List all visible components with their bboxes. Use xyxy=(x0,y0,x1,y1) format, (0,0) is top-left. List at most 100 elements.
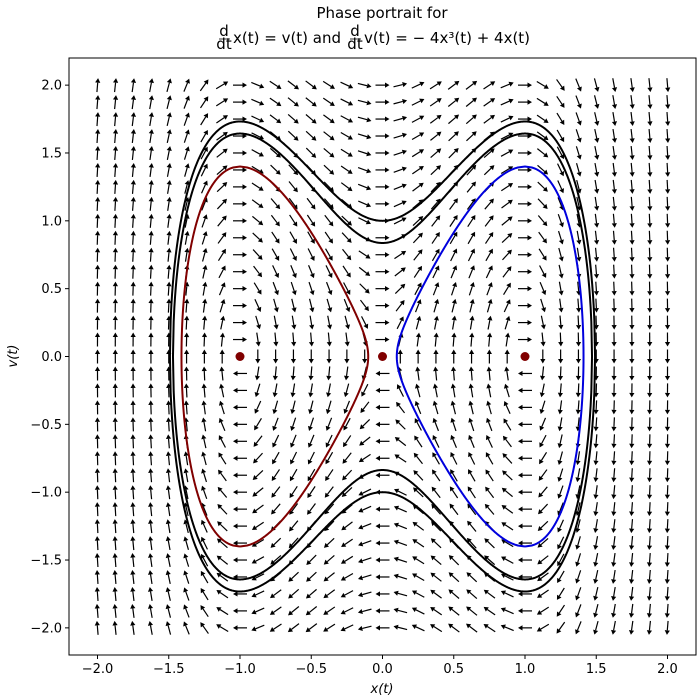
vector-arrow xyxy=(647,383,653,398)
vector-arrow xyxy=(305,97,317,107)
vector-arrow xyxy=(308,400,314,415)
vector-arrow xyxy=(272,366,278,381)
vector-arrow xyxy=(287,97,299,107)
vector-arrow xyxy=(396,401,406,414)
vector-arrow xyxy=(112,112,119,127)
vector-arrow xyxy=(518,252,532,258)
title: Phase portrait for d dt x(t) = v(t) and … xyxy=(216,4,530,53)
vector-arrow xyxy=(233,319,247,326)
vector-arrow xyxy=(252,504,264,514)
vector-arrow xyxy=(288,181,298,193)
vector-arrow xyxy=(166,264,172,279)
vector-arrow xyxy=(393,200,407,208)
vector-arrow xyxy=(468,400,474,415)
vector-arrow xyxy=(166,112,172,127)
vector-arrow xyxy=(375,370,390,377)
vector-arrow xyxy=(558,315,564,330)
vector-arrow xyxy=(447,97,460,107)
vector-arrow xyxy=(629,485,635,500)
vector-arrow xyxy=(130,451,136,466)
vector-arrow xyxy=(216,572,229,582)
vector-arrow xyxy=(200,129,208,143)
vector-arrow xyxy=(216,555,229,565)
vector-arrow xyxy=(664,417,671,432)
vector-arrow xyxy=(485,452,494,465)
vector-arrow xyxy=(503,383,510,398)
vector-arrow xyxy=(466,606,478,616)
vector-arrow xyxy=(358,522,372,530)
vector-arrow xyxy=(487,332,493,347)
vector-arrow xyxy=(503,401,511,414)
vector-arrow xyxy=(307,231,315,244)
vector-arrow xyxy=(664,569,670,584)
vector-arrow xyxy=(664,468,671,483)
vector-arrow xyxy=(518,540,532,546)
vector-arrow xyxy=(467,248,475,262)
vector-arrow xyxy=(307,434,315,448)
vector-arrow xyxy=(233,336,247,343)
vector-arrow xyxy=(341,521,353,531)
vector-arrow xyxy=(325,400,332,415)
vector-arrow xyxy=(432,452,440,465)
vector-arrow xyxy=(518,489,532,495)
vector-arrow xyxy=(95,213,101,228)
vector-arrow xyxy=(450,469,458,482)
vector-arrow xyxy=(233,404,247,410)
vector-arrow xyxy=(413,487,424,498)
vector-arrow xyxy=(451,315,457,330)
vector-arrow xyxy=(216,131,228,141)
vector-arrow xyxy=(518,116,532,122)
vector-arrow xyxy=(112,349,118,364)
vector-arrow xyxy=(357,133,372,140)
vector-arrow xyxy=(468,366,474,381)
vector-arrow xyxy=(308,332,315,347)
vector-arrow xyxy=(273,315,279,330)
vector-arrow xyxy=(233,455,247,461)
vector-arrow xyxy=(664,552,670,568)
vector-arrow xyxy=(486,400,492,415)
vector-arrow xyxy=(165,604,172,618)
vector-arrow xyxy=(485,469,494,482)
vector-arrow xyxy=(375,404,390,410)
vector-arrow xyxy=(342,452,352,464)
vector-arrow xyxy=(518,286,532,292)
vector-arrow xyxy=(112,586,118,601)
vector-arrow xyxy=(647,332,653,347)
vector-arrow xyxy=(647,145,653,160)
vector-arrow xyxy=(95,145,101,161)
vector-arrow xyxy=(148,332,154,347)
vector-arrow xyxy=(148,213,154,228)
vector-arrow xyxy=(393,98,408,105)
vector-arrow xyxy=(130,519,136,534)
vector-arrow xyxy=(593,434,599,449)
vector-arrow xyxy=(664,247,671,262)
vector-arrow xyxy=(287,130,299,141)
vector-arrow xyxy=(557,400,563,415)
vector-arrow xyxy=(130,468,136,483)
vector-arrow xyxy=(430,538,442,549)
vector-arrow xyxy=(147,587,154,601)
vector-arrow xyxy=(148,264,154,279)
vector-arrow xyxy=(432,400,439,415)
vector-arrow xyxy=(611,417,617,432)
vector-arrow xyxy=(611,468,617,483)
vector-arrow xyxy=(430,131,442,141)
vector-arrow xyxy=(305,588,317,599)
vector-arrow xyxy=(501,183,514,192)
vector-arrow xyxy=(269,114,282,124)
vector-arrow xyxy=(500,590,514,598)
vector-arrow xyxy=(646,603,653,618)
vector-arrow xyxy=(432,282,440,296)
vector-arrow xyxy=(593,95,600,109)
vector-arrow xyxy=(112,451,118,466)
vector-arrow xyxy=(219,366,225,381)
vector-arrow xyxy=(199,79,209,92)
vector-arrow xyxy=(184,230,190,245)
vector-arrow xyxy=(468,417,475,432)
vector-arrow xyxy=(165,519,171,534)
vector-arrow xyxy=(290,366,296,381)
vector-arrow xyxy=(575,146,582,160)
vector-arrow xyxy=(450,434,457,448)
vector-arrow xyxy=(341,538,353,548)
vector-arrow xyxy=(147,620,154,635)
